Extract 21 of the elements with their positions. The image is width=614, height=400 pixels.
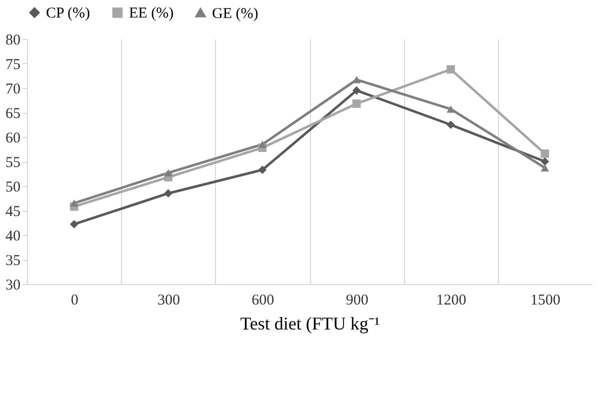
legend-label: CP (%): [46, 6, 90, 22]
legend-label: GE (%): [212, 6, 258, 22]
y-tick-label: 35: [6, 253, 20, 269]
x-tick-label: 900: [346, 292, 368, 308]
x-tick-label: 0: [70, 292, 78, 308]
y-tick-label: 50: [6, 180, 20, 196]
y-tick-label: 70: [6, 82, 20, 98]
y-tick-label: 60: [6, 130, 20, 146]
y-tick-label: 65: [6, 106, 20, 122]
y-tick-label: 55: [6, 155, 20, 171]
y-tick-label: 75: [6, 57, 20, 73]
y-tick-label: 30: [6, 278, 20, 294]
x-tick-label: 600: [252, 292, 274, 308]
y-tick-label: 80: [6, 32, 20, 48]
y-tick-label: 40: [6, 228, 20, 244]
x-tick-label: 1200: [436, 292, 466, 308]
y-tick-label: 45: [6, 204, 20, 220]
legend-label: EE (%): [129, 6, 174, 22]
x-tick-label: 300: [158, 292, 180, 308]
x-axis-title: Test diet (FTU kg⁻¹: [240, 314, 380, 334]
x-tick-label: 1500: [530, 292, 560, 308]
